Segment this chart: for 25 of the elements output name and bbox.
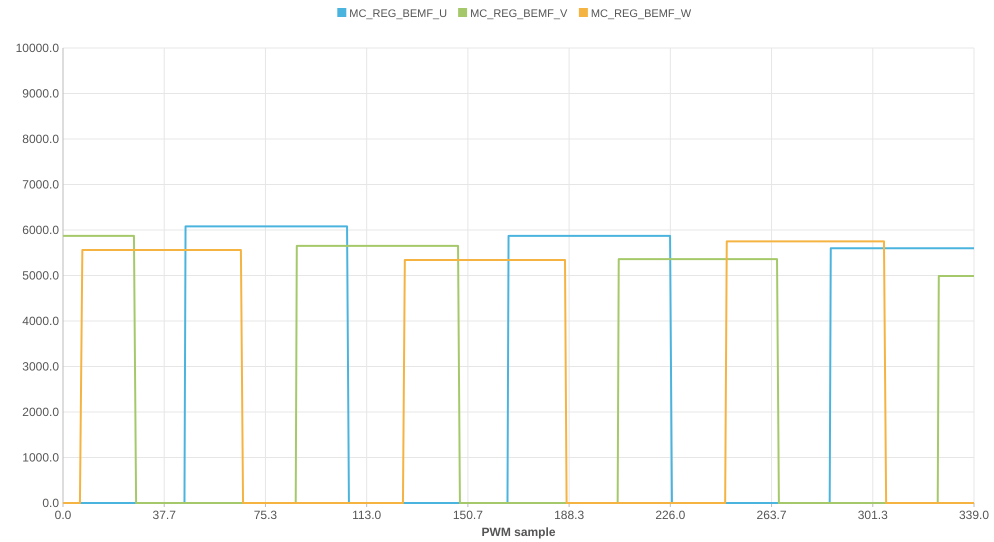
x-tick-label: 113.0 bbox=[352, 508, 382, 522]
x-tick-label: 75.3 bbox=[254, 508, 278, 522]
y-tick-label: 7000.0 bbox=[22, 178, 60, 192]
y-tick-label: 4000.0 bbox=[22, 314, 60, 328]
x-tick-label: 263.7 bbox=[756, 508, 787, 522]
x-tick-label: 339.0 bbox=[958, 508, 990, 522]
y-tick-label: 9000.0 bbox=[22, 86, 60, 101]
y-tick-label: 6000.0 bbox=[22, 223, 60, 238]
legend-label: MC_REG_BEMF_V bbox=[470, 8, 568, 20]
x-axis-title: PWM sample bbox=[481, 525, 556, 539]
y-tick-label: 0.0 bbox=[42, 496, 60, 510]
y-tick-label: 2000.0 bbox=[22, 405, 60, 420]
x-tick-label: 301.3 bbox=[858, 508, 888, 522]
x-tick-label: 150.7 bbox=[452, 508, 484, 522]
x-tick-label: 0.0 bbox=[54, 508, 72, 522]
x-tick-label: 37.7 bbox=[152, 508, 176, 522]
y-tick-label: 5000.0 bbox=[22, 268, 60, 283]
legend-label: MC_REG_BEMF_U bbox=[349, 8, 448, 20]
y-tick-label: 1000.0 bbox=[22, 450, 60, 465]
y-tick-label: 8000.0 bbox=[22, 132, 60, 146]
y-tick-label: 10000.0 bbox=[16, 41, 60, 56]
legend-label: MC_REG_BEMF_W bbox=[590, 8, 692, 20]
x-tick-label: 188.3 bbox=[554, 508, 584, 522]
y-tick-label: 3000.0 bbox=[22, 360, 60, 374]
x-tick-label: 226.0 bbox=[655, 508, 686, 522]
